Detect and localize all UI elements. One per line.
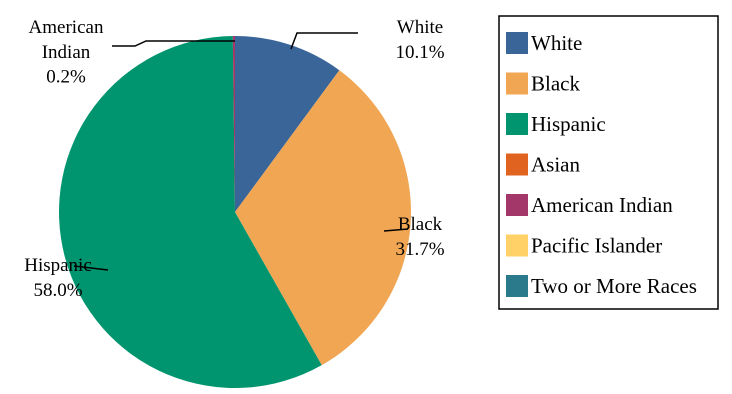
leader-line-white xyxy=(290,32,358,50)
legend: White Black Hispanic Asian American Indian Pa… xyxy=(498,15,719,310)
legend-label-pacific-islander: Pacific Islander xyxy=(531,234,662,258)
leader-line-hispanic xyxy=(73,265,109,271)
legend-swatch-two-or-more-races xyxy=(506,275,528,297)
legend-swatch-white xyxy=(506,32,528,54)
legend-swatch-asian xyxy=(506,153,528,176)
legend-swatch-black xyxy=(506,72,528,95)
legend-label-black: Black xyxy=(531,72,580,96)
pie-slice-white xyxy=(235,36,340,212)
data-label-white: White 10.1% xyxy=(395,17,444,63)
data-label-american-indian: American Indian 0.2% xyxy=(29,17,104,87)
legend-swatch-pacific-islander xyxy=(506,234,528,257)
pie-slice-black xyxy=(235,70,411,366)
legend-label-two-or-more-races: Two or More Races xyxy=(531,274,697,298)
data-label-hispanic: Hispanic 58.0% xyxy=(24,255,92,301)
data-label-black: Black 31.7% xyxy=(395,214,444,260)
legend-label-asian: Asian xyxy=(531,153,580,177)
pie-slices xyxy=(59,35,411,388)
pie-slice-hispanic xyxy=(59,36,322,388)
legend-label-white: White xyxy=(531,31,582,55)
data-labels: White 10.1% Black 31.7% Hispanic 58.0% America… xyxy=(24,17,444,301)
legend-swatch-hispanic xyxy=(506,113,528,135)
leader-line-american-indian xyxy=(112,40,235,47)
pie-slice-american-indian xyxy=(232,35,235,213)
legend-frame xyxy=(498,15,719,310)
legend-label-hispanic: Hispanic xyxy=(531,112,606,136)
leader-lines xyxy=(73,32,409,271)
leader-line-black xyxy=(383,228,409,232)
legend-swatch-american-indian xyxy=(506,194,528,216)
legend-label-american-indian: American Indian xyxy=(531,193,673,217)
